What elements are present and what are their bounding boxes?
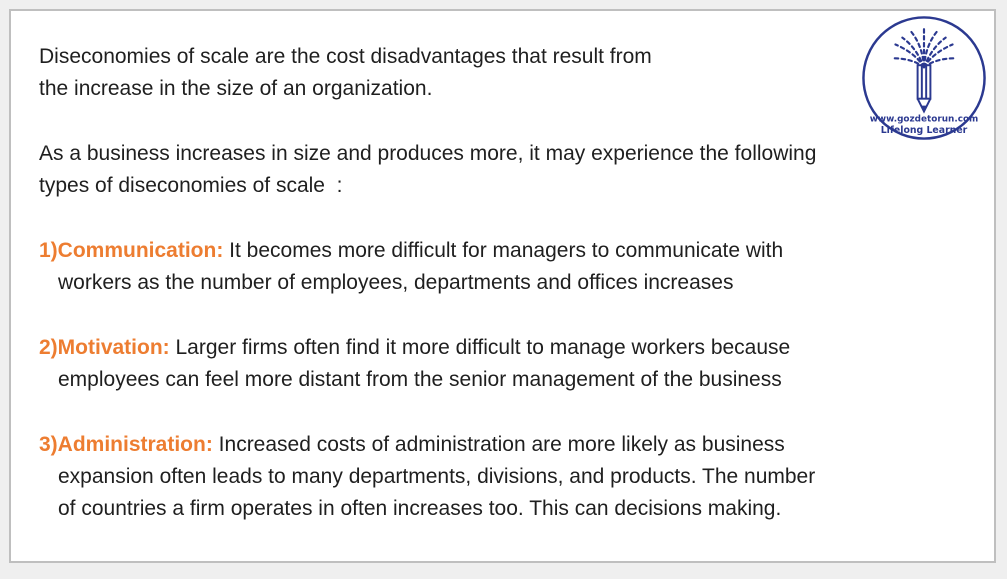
item-body-continuation: workers as the number of employees, depa… xyxy=(58,271,734,294)
diseconomy-item-administration: 3)Administration: Increased costs of adm… xyxy=(39,429,949,525)
pencil-body xyxy=(916,64,932,114)
logo-circle xyxy=(862,16,986,140)
logo-tagline-text: Lifelong Learner xyxy=(881,125,968,136)
item-first-line: 3)Administration: Increased costs of adm… xyxy=(39,429,949,461)
item-body-start: It becomes more difficult for managers t… xyxy=(223,239,784,262)
item-first-line: 2)Motivation: Larger firms often find it… xyxy=(39,332,949,364)
pencil-tree-icon: www.gozdetorun.com Lifelong Learner xyxy=(862,16,986,140)
item-body-start: Increased costs of administration are mo… xyxy=(212,433,785,456)
diseconomy-item-motivation: 2)Motivation: Larger firms often find it… xyxy=(39,332,949,396)
logo-website-text: www.gozdetorun.com xyxy=(870,114,979,124)
item-heading-motivation: 2)Motivation: xyxy=(39,336,170,359)
item-body-continuation: employees can feel more distant from the… xyxy=(58,368,782,391)
item-heading-communication: 1)Communication: xyxy=(39,239,224,262)
site-logo: www.gozdetorun.com Lifelong Learner xyxy=(860,14,988,142)
diseconomy-item-communication: 1)Communication: It becomes more difficu… xyxy=(39,235,949,299)
item-first-line: 1)Communication: It becomes more difficu… xyxy=(39,235,949,267)
intro-paragraph-2: As a business increases in size and prod… xyxy=(39,142,817,197)
item-heading-administration: 3)Administration: xyxy=(39,433,213,456)
presentation-slide: Diseconomies of scale are the cost disad… xyxy=(9,9,996,563)
pencil-tip xyxy=(921,105,927,112)
item-body-start: Larger firms often find it more difficul… xyxy=(169,336,791,359)
slide-text-content: Diseconomies of scale are the cost disad… xyxy=(39,41,949,525)
intro-paragraph-1: Diseconomies of scale are the cost disad… xyxy=(39,45,652,100)
item-body-continuation: expansion often leads to many department… xyxy=(58,465,816,520)
